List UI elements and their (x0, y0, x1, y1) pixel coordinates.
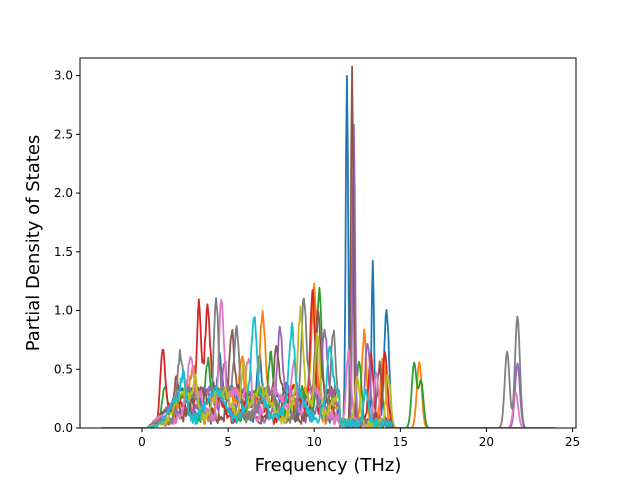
x-tick-label: 15 (393, 435, 408, 449)
y-tick-label: 2.5 (54, 127, 73, 141)
y-tick-label: 0.5 (54, 362, 73, 376)
y-tick-label: 1.5 (54, 245, 73, 259)
pdos-series-line (102, 316, 556, 428)
y-axis-label: Partial Density of States (23, 135, 44, 352)
x-tick-label: 0 (138, 435, 146, 449)
x-tick-label: 25 (565, 435, 580, 449)
x-axis-label: Frequency (THz) (255, 455, 402, 476)
series-layer (102, 65, 556, 428)
x-tick-label: 10 (307, 435, 322, 449)
pdos-series-line (102, 296, 556, 428)
x-tick-label: 5 (224, 435, 232, 449)
y-tick-label: 3.0 (54, 69, 73, 83)
ticks-layer: 0 5 10 15 20 25 0.0 0.5 1.0 1.5 2.0 2.5 3.0 (54, 69, 580, 449)
y-tick-label: 1.0 (54, 304, 73, 318)
y-tick-label: 2.0 (54, 186, 73, 200)
x-tick-label: 20 (479, 435, 494, 449)
pdos-series-line (102, 123, 556, 428)
plot-frame (79, 57, 577, 429)
y-tick-label: 0.0 (54, 421, 73, 435)
